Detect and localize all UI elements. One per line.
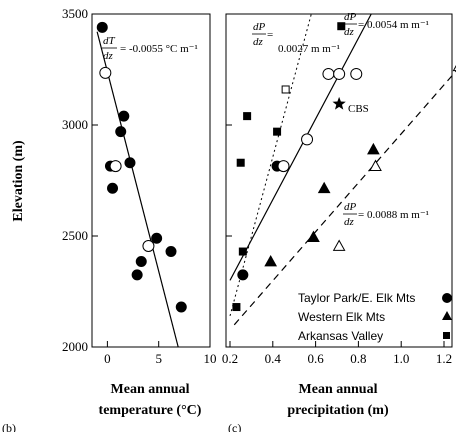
y-axis-title: Elevation (m) [11, 140, 26, 222]
precipitation-x-tick-label: 0.6 [307, 351, 324, 366]
legend: Taylor Park/E. Elk Mts Western Elk Mts A… [298, 291, 452, 343]
precipitation-x-title-line2: precipitation (m) [287, 403, 389, 418]
temperature-point [107, 182, 119, 194]
precipitation-point [243, 112, 252, 121]
precipitation-point [277, 160, 290, 173]
temperature-x-title-line1: Mean annual [111, 382, 190, 397]
precipitation-point [238, 247, 247, 256]
precipitation-point [281, 85, 290, 94]
precipitation-point [367, 142, 380, 155]
precip-gradient-1-equals: = [267, 29, 273, 41]
precipitation-point [301, 133, 314, 146]
precipitation-x-title-line1: Mean annual [299, 382, 378, 397]
temperature-point [131, 269, 143, 281]
temperature-point [99, 66, 112, 79]
temperature-fit-line [96, 31, 179, 348]
precipitation-point [332, 96, 346, 110]
precipitation-point [307, 230, 320, 243]
precip-gradient-3-numerator: dP [344, 201, 357, 213]
legend-label-western-elk: Western Elk Mts [298, 310, 385, 324]
panel-label-b: (b) [2, 421, 16, 432]
precip-gradient-3-denominator: dz [344, 216, 355, 228]
temperature-point [115, 126, 127, 138]
precip-gradient-2-denominator: dz [344, 26, 355, 38]
legend-marker-square [443, 332, 450, 339]
temperature-x-tick-label: 5 [155, 351, 162, 366]
precip-fit-line-0088 [233, 70, 456, 326]
precipitation-axis-ticks: 0.2 0.4 0.6 0.8 1.0 1.2 [222, 341, 452, 366]
precip-gradient-2-value: = 0.0054 m m⁻¹ [358, 19, 429, 31]
precipitation-point [369, 159, 382, 171]
temperature-x-title-line2: temperature (°C) [99, 403, 202, 418]
precipitation-x-tick-label: 1.0 [393, 351, 409, 366]
precipitation-points [232, 22, 456, 312]
temperature-gradient-denominator: dz [103, 50, 114, 62]
panel-label-c: (c) [228, 421, 241, 432]
y-tick-label: 2500 [62, 228, 88, 243]
legend-marker-triangle [442, 311, 452, 320]
y-tick-label: 3500 [62, 6, 88, 21]
precip-gradient-2-numerator: dP [344, 11, 357, 23]
precipitation-point [452, 65, 456, 72]
precipitation-plot-frame [225, 13, 453, 348]
temperature-point [151, 232, 163, 244]
precipitation-point [236, 158, 245, 167]
precipitation-x-tick-label: 1.2 [436, 351, 452, 366]
legend-marker-circle [442, 293, 452, 303]
y-tick-label: 2000 [62, 339, 88, 354]
precipitation-point [273, 127, 282, 136]
precip-gradient-1-denominator: dz [253, 36, 264, 48]
precipitation-point [350, 67, 363, 80]
temperature-points [96, 21, 187, 313]
precipitation-x-tick-label: 0.8 [350, 351, 366, 366]
precip-gradient-3-value: = 0.0088 m m⁻¹ [358, 209, 429, 221]
precipitation-point [264, 255, 278, 267]
temperature-axis-ticks: 0 5 10 2000 2500 3000 3500 [62, 6, 232, 366]
temperature-plot-frame [91, 13, 211, 348]
cbs-label: CBS [348, 103, 369, 115]
precipitation-x-tick-label: 0.2 [222, 351, 238, 366]
precip-gradient-1-value: 0.0027 m m⁻¹ [278, 43, 340, 55]
temperature-point [142, 239, 155, 252]
temperature-point [124, 157, 136, 169]
temperature-point [96, 21, 108, 33]
precipitation-x-tick-label: 0.4 [265, 351, 282, 366]
temperature-gradient-numerator: dT [103, 35, 116, 47]
precip-gradient-1-numerator: dP [253, 21, 266, 33]
precipitation-point [237, 269, 249, 281]
temperature-point [175, 301, 187, 313]
precipitation-point [333, 67, 346, 80]
precipitation-point [232, 303, 241, 312]
legend-label-taylor-park: Taylor Park/E. Elk Mts [298, 291, 415, 305]
legend-label-arkansas-valley: Arkansas Valley [298, 329, 383, 343]
precipitation-point [337, 22, 346, 31]
temperature-x-tick-label: 10 [204, 351, 217, 366]
precipitation-panel: 0.2 0.4 0.6 0.8 1.0 1.2 dP dz = 0.0027 m m⁻¹ … [222, 11, 456, 432]
precipitation-point [322, 67, 335, 80]
temperature-gradient-value: = -0.0055 °C m⁻¹ [120, 43, 198, 55]
temperature-panel: 0 5 10 2000 2500 3000 3500 dT dz = -0.0055 °C … [2, 6, 232, 432]
temperature-point [165, 246, 177, 258]
temperature-x-tick-label: 0 [104, 351, 111, 366]
temperature-point [135, 256, 147, 268]
y-tick-label: 3000 [62, 117, 88, 132]
temperature-point [109, 160, 122, 173]
precipitation-point [317, 181, 331, 194]
precip-fit-line-0054 [229, 13, 372, 281]
precipitation-point [332, 239, 346, 251]
precip-fit-line-0027 [229, 13, 312, 317]
temperature-point [118, 110, 130, 122]
